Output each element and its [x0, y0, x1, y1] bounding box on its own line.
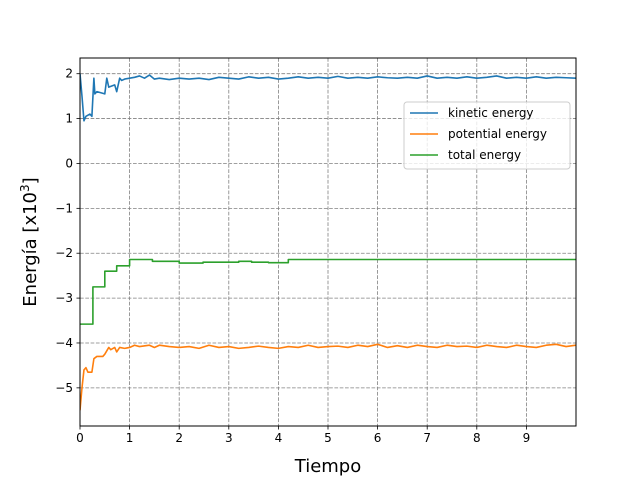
x-tick-label: 3	[225, 431, 233, 445]
x-tick-label: 9	[523, 431, 531, 445]
x-tick-label: 4	[275, 431, 283, 445]
y-tick-label: 1	[65, 112, 73, 126]
y-axis-title-end: ]	[20, 177, 41, 184]
y-tick-label: 2	[65, 67, 73, 81]
y-axis-title-exponent: 3	[18, 184, 32, 192]
x-tick-label: 6	[374, 431, 382, 445]
legend-label-kinetic: kinetic energy	[448, 106, 534, 120]
y-tick-label: −1	[55, 201, 73, 215]
legend-label-total: total energy	[448, 148, 521, 162]
legend-box	[403, 101, 571, 170]
series-group	[80, 73, 576, 411]
y-tick-label: 0	[65, 156, 73, 170]
x-axis-title: Tiempo	[294, 456, 362, 477]
x-tick-label: 1	[126, 431, 134, 445]
axis-ticks: 0 1 2 3 4 5 6 7 8 9 −5 −4 −3 −2 −1 0 1 2	[55, 67, 530, 445]
legend-label-potential: potential energy	[448, 127, 547, 141]
y-tick-label: −5	[55, 381, 73, 395]
y-axis-title: Energía [x103]	[18, 177, 41, 306]
x-tick-label: 7	[423, 431, 431, 445]
y-axis-title-base: Energía [x10	[20, 192, 41, 307]
x-tick-label: 5	[324, 431, 332, 445]
total-energy-line	[80, 258, 576, 325]
x-tick-label: 0	[76, 431, 84, 445]
x-tick-label: 8	[473, 431, 481, 445]
y-tick-label: −3	[55, 291, 73, 305]
potential-energy-line	[80, 343, 576, 411]
y-tick-label: −4	[55, 336, 73, 350]
y-tick-label: −2	[55, 246, 73, 260]
kinetic-energy-line	[80, 73, 576, 122]
x-tick-label: 2	[175, 431, 183, 445]
legend: kinetic energy potential energy total en…	[403, 101, 571, 170]
